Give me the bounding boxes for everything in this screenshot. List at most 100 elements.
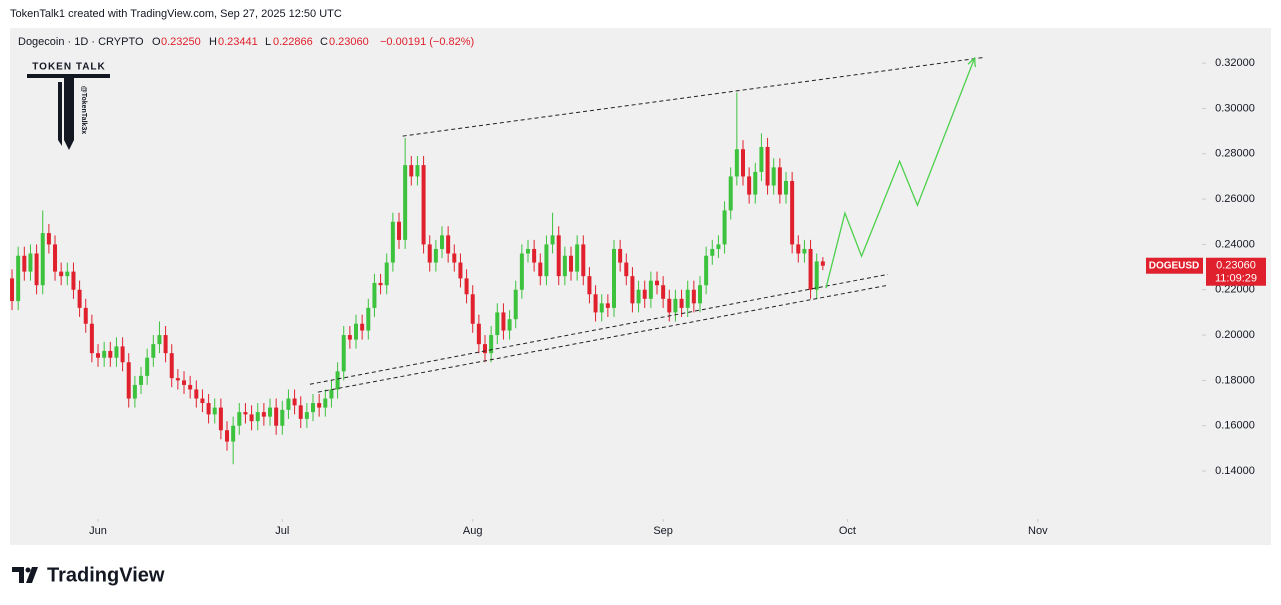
candle-body bbox=[808, 248, 813, 290]
candle-body bbox=[40, 233, 45, 286]
candle-body bbox=[46, 233, 51, 245]
candle-body bbox=[722, 210, 727, 245]
y-tick-label: 0.32000 bbox=[1215, 57, 1255, 69]
candle-body bbox=[366, 307, 371, 331]
candle-body bbox=[126, 362, 131, 399]
candle-body bbox=[317, 403, 322, 408]
x-tick-label: Nov bbox=[1028, 525, 1048, 537]
candle-body bbox=[139, 375, 144, 385]
y-tick-label: 0.22000 bbox=[1215, 284, 1255, 296]
candle-body bbox=[59, 271, 64, 277]
candle-body bbox=[329, 389, 334, 399]
candle-body bbox=[519, 253, 524, 290]
candle-body bbox=[77, 289, 82, 308]
candle-body bbox=[194, 389, 199, 399]
candle-body bbox=[740, 149, 745, 177]
candle-body bbox=[311, 403, 316, 413]
trend-line bbox=[317, 284, 889, 393]
price-tag-value: 0.23060 bbox=[1216, 260, 1256, 272]
candle-body bbox=[452, 253, 457, 263]
candle-body bbox=[556, 235, 561, 277]
candle-body bbox=[243, 412, 248, 415]
candle-body bbox=[28, 253, 33, 272]
candle-body bbox=[22, 255, 27, 272]
candle-body bbox=[378, 282, 383, 286]
candle-body bbox=[618, 248, 623, 263]
y-tick-label: 0.20000 bbox=[1215, 329, 1255, 341]
candle-body bbox=[747, 176, 752, 195]
candle-body bbox=[169, 353, 174, 379]
candle-body bbox=[132, 384, 137, 399]
candle-body bbox=[323, 398, 328, 408]
candle-body bbox=[464, 278, 469, 295]
candle-body bbox=[182, 380, 187, 385]
y-tick-label: 0.14000 bbox=[1215, 465, 1255, 477]
credit: TokenTalk1 created with TradingView.com,… bbox=[10, 8, 342, 20]
candle-body bbox=[206, 403, 211, 415]
candle-body bbox=[304, 412, 309, 419]
candle-body bbox=[261, 412, 266, 417]
candle-body bbox=[249, 414, 254, 422]
y-tick-label: 0.30000 bbox=[1215, 102, 1255, 114]
candle-body bbox=[654, 280, 659, 286]
candle-body bbox=[175, 378, 180, 381]
logo-handle: @TokenTalk3x bbox=[80, 86, 87, 134]
x-tick-label: Jul bbox=[275, 525, 289, 537]
candle-body bbox=[636, 289, 641, 304]
candle-body bbox=[765, 146, 770, 186]
candle-body bbox=[685, 289, 690, 308]
candle-body bbox=[581, 244, 586, 277]
candle-body bbox=[679, 298, 684, 308]
candle-body bbox=[513, 289, 518, 320]
candle-body bbox=[96, 353, 101, 358]
candle-body bbox=[470, 294, 475, 324]
projection-path bbox=[825, 57, 976, 289]
candle-body bbox=[575, 244, 580, 272]
candle-body bbox=[292, 398, 297, 406]
candle-body bbox=[605, 303, 610, 308]
symbol: Dogecoin · 1D · CRYPTO bbox=[18, 36, 144, 48]
logo-mark bbox=[27, 74, 110, 150]
candle-body bbox=[415, 165, 420, 177]
candle-body bbox=[384, 262, 389, 286]
y-tick-label: 0.24000 bbox=[1215, 238, 1255, 250]
candle-body bbox=[753, 171, 758, 195]
candle-body bbox=[796, 244, 801, 254]
y-tick-label: 0.26000 bbox=[1215, 193, 1255, 205]
logo: TOKEN TALK @TokenTalk3x bbox=[27, 62, 110, 150]
candle-body bbox=[446, 235, 451, 254]
candle-body bbox=[587, 276, 592, 295]
candle-body bbox=[145, 357, 150, 376]
candle-body bbox=[298, 405, 303, 419]
candle-body bbox=[489, 335, 494, 354]
candle-body bbox=[593, 294, 598, 313]
candle-body bbox=[427, 244, 432, 263]
price-tag-symbol: DOGEUSD bbox=[1149, 260, 1200, 271]
candle-body bbox=[667, 298, 672, 313]
candle-body bbox=[814, 261, 819, 290]
candle-body bbox=[421, 165, 426, 245]
candle-body bbox=[495, 312, 500, 336]
candle-body bbox=[532, 248, 537, 263]
candle-body bbox=[599, 303, 604, 313]
candle-body bbox=[237, 412, 242, 426]
price-tag-bg bbox=[1146, 257, 1203, 274]
candle-body bbox=[661, 285, 666, 299]
candle-body bbox=[403, 165, 408, 240]
candle-body bbox=[440, 235, 445, 249]
candle-body bbox=[341, 335, 346, 372]
candle-body bbox=[783, 180, 788, 195]
candle-body bbox=[212, 407, 217, 415]
x-tick-label: Jun bbox=[89, 525, 107, 537]
candle-body bbox=[802, 248, 807, 254]
candle-body bbox=[569, 255, 574, 272]
candle-body bbox=[734, 149, 739, 177]
candle-body bbox=[360, 323, 365, 331]
candle-body bbox=[673, 298, 678, 313]
candle-body bbox=[65, 271, 70, 277]
logo-mark bbox=[58, 82, 62, 146]
y-tick-label: 0.18000 bbox=[1215, 374, 1255, 386]
ohlc-label: L bbox=[265, 36, 271, 48]
candle-body bbox=[231, 425, 236, 442]
